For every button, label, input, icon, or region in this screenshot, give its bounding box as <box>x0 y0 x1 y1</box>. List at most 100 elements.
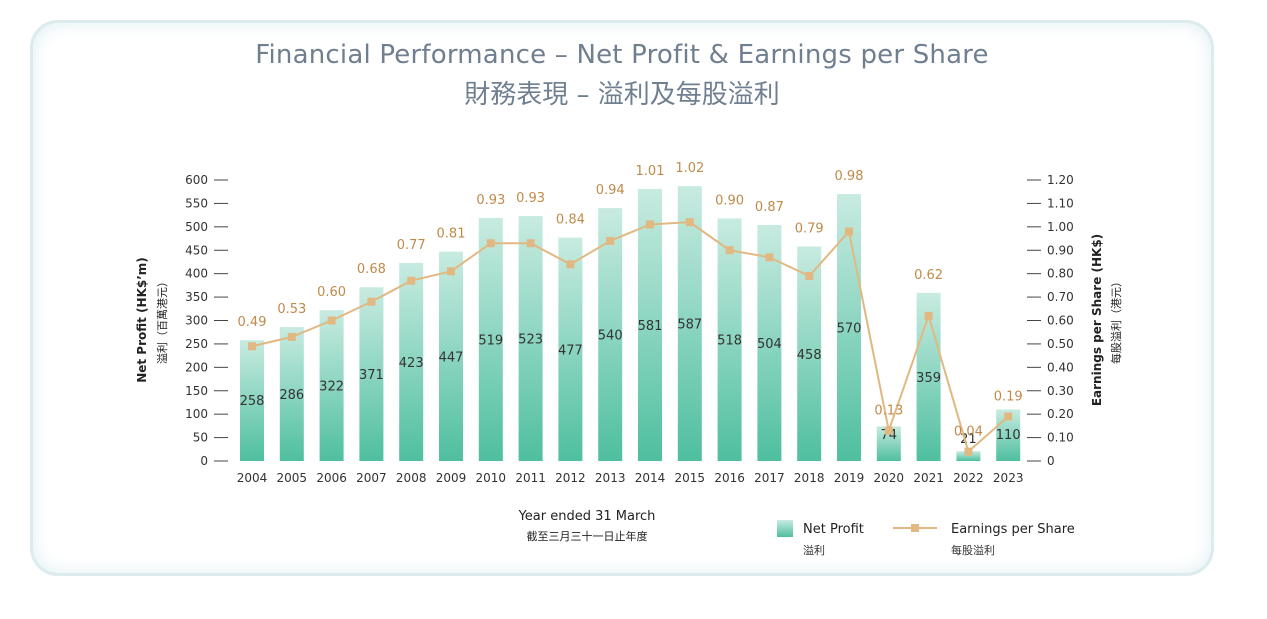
y2-tick-label: 0 <box>1047 454 1055 468</box>
bar-label-2013: 540 <box>598 329 623 344</box>
y2-axis-label-zh: 每股溢利（港元） <box>1109 276 1123 364</box>
bar-series: 258 286 322 371 423 447 519 523 477 540 581 587 518 5… <box>240 186 1021 462</box>
eps-point-2007 <box>367 297 376 306</box>
bar-2011 <box>518 216 543 461</box>
eps-label-2007: 0.68 <box>357 262 386 277</box>
x-tick-label-2013: 2013 <box>595 471 626 485</box>
bar-2004 <box>240 340 264 461</box>
bar-label-2005: 286 <box>279 388 304 403</box>
bar-2005 <box>279 327 304 461</box>
x-axis-label-zh: 截至三月三十一日止年度 <box>527 529 648 543</box>
chart-title: Financial Performance – Net Profit & Ear… <box>255 40 989 70</box>
eps-label-2018: 0.79 <box>795 222 824 237</box>
eps-label-2016: 0.90 <box>715 193 744 208</box>
eps-point-2018 <box>805 272 814 281</box>
eps-label-2004: 0.49 <box>238 315 267 330</box>
bar-2006 <box>319 310 344 461</box>
y-axis-label: Net Profit (HK$’m) <box>135 257 149 383</box>
y-tick-label: 500 <box>185 220 208 234</box>
chart-title-zh: 財務表現 – 溢利及每股溢利 <box>464 80 780 110</box>
eps-label-2012: 0.84 <box>556 213 585 228</box>
x-tick-label-2005: 2005 <box>277 471 308 485</box>
y-tick-label: 250 <box>185 337 208 351</box>
bar-2013 <box>598 208 623 461</box>
eps-point-2019 <box>845 227 853 236</box>
eps-label-2005: 0.53 <box>277 302 306 317</box>
eps-point-2006 <box>327 316 336 325</box>
bar-label-2019: 570 <box>837 322 862 337</box>
y-tick-label: 100 <box>185 407 208 421</box>
x-tick-label-2018: 2018 <box>794 471 825 485</box>
y2-tick-label: 0.20 <box>1047 407 1074 421</box>
eps-point-2011 <box>526 239 535 248</box>
bar-label-2011: 523 <box>518 333 543 348</box>
bar-2010 <box>478 217 503 461</box>
x-tick-label-2017: 2017 <box>754 471 785 485</box>
y-tick-label: 450 <box>185 243 208 257</box>
eps-label-2011: 0.93 <box>516 191 545 206</box>
legend: Net Profit 溢利 Earnings per Share 每股溢利 <box>777 520 1075 557</box>
bar-label-2021: 359 <box>916 371 941 386</box>
eps-point-2016 <box>725 246 734 255</box>
bar-label-2014: 581 <box>638 319 663 334</box>
bar-2017 <box>757 224 782 461</box>
bar-2008 <box>399 262 424 461</box>
bar-label-2007: 371 <box>359 368 384 383</box>
legend-net-profit: Net Profit <box>803 522 864 537</box>
eps-point-2021 <box>924 311 933 320</box>
bar-2016 <box>717 218 742 461</box>
legend-bar-swatch <box>777 520 793 537</box>
eps-label-2022: 0.04 <box>954 425 983 440</box>
eps-point-2015 <box>685 218 694 227</box>
y-tick-label: 400 <box>185 267 208 281</box>
y2-tick-label: 1.10 <box>1047 196 1074 210</box>
eps-label-2010: 0.93 <box>476 193 505 208</box>
eps-label-2015: 1.02 <box>675 161 704 176</box>
y2-axis-label: Earnings per Share (HK$) <box>1090 234 1104 406</box>
eps-label-2013: 0.94 <box>596 183 625 198</box>
bar-label-2015: 587 <box>677 318 702 333</box>
x-tick-label-2019: 2019 <box>834 471 865 485</box>
y-tick-label: 600 <box>185 173 208 187</box>
eps-point-2005 <box>287 332 296 341</box>
bar-label-2008: 423 <box>399 356 424 371</box>
eps-label-2020: 0.13 <box>874 404 903 419</box>
eps-point-2023 <box>1004 412 1013 421</box>
bar-2019 <box>837 194 861 462</box>
right-axis: 0 0.10 0.20 0.30 0.40 0.50 0.60 0.70 0.80 0.90 1.0… <box>1027 173 1074 468</box>
eps-label-2019: 0.98 <box>835 169 864 184</box>
bar-label-2017: 504 <box>757 337 782 352</box>
legend-net-profit-zh: 溢利 <box>803 543 825 557</box>
bar-2018 <box>797 246 822 461</box>
bar-2014 <box>638 188 662 462</box>
bar-2021 <box>916 292 941 461</box>
y2-tick-label: 0.30 <box>1047 384 1074 398</box>
eps-point-2008 <box>407 276 416 285</box>
y-tick-label: 50 <box>193 431 208 445</box>
eps-label-2014: 1.01 <box>636 164 665 179</box>
bar-2012 <box>558 237 583 461</box>
eps-point-2012 <box>566 260 575 269</box>
x-tick-label-2021: 2021 <box>913 471 944 485</box>
x-tick-label-2022: 2022 <box>953 471 984 485</box>
eps-point-2022 <box>964 447 973 456</box>
bar-2022 <box>956 451 981 461</box>
eps-series: 0.49 0.53 0.60 0.68 0.77 0.81 0.93 0.93 0.84 0.94… <box>238 161 1023 456</box>
x-tick-label-2008: 2008 <box>396 471 427 485</box>
y-tick-label: 550 <box>185 196 208 210</box>
y-tick-label: 300 <box>185 314 208 328</box>
x-tick-label-2020: 2020 <box>874 471 905 485</box>
bar-label-2018: 458 <box>797 348 822 363</box>
x-axis-label: Year ended 31 March <box>518 509 656 524</box>
eps-point-2014 <box>646 220 654 229</box>
x-tick-label-2015: 2015 <box>675 471 706 485</box>
x-tick-label-2006: 2006 <box>316 471 347 485</box>
eps-point-2004 <box>248 342 256 351</box>
x-tick-label-2014: 2014 <box>635 471 666 485</box>
legend-line-marker <box>911 524 919 532</box>
eps-point-2017 <box>765 253 774 262</box>
legend-eps: Earnings per Share <box>951 522 1075 537</box>
bar-label-2016: 518 <box>717 334 742 349</box>
bar-2015 <box>677 186 702 462</box>
